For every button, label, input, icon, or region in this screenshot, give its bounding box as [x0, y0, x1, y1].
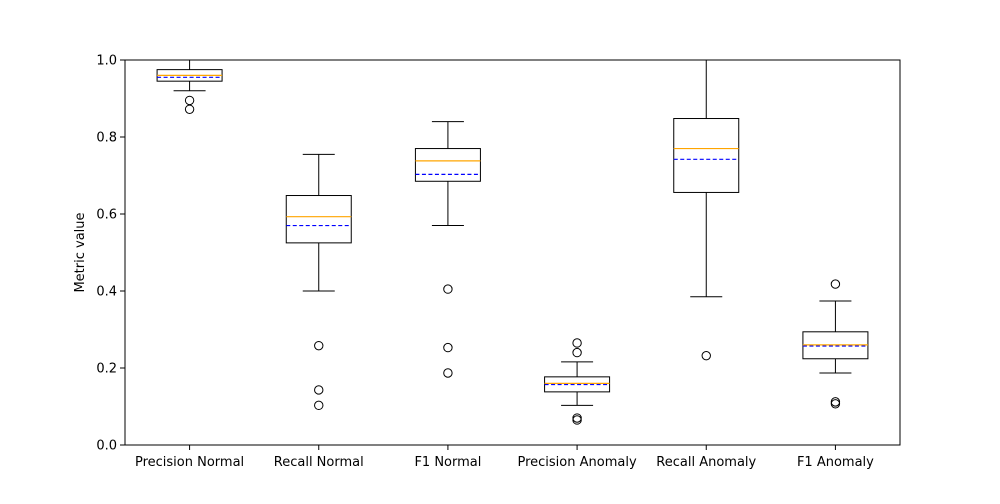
x-tick-label: F1 Normal [414, 455, 481, 470]
outlier-point [572, 338, 582, 348]
x-tick-label: Precision Anomaly [517, 455, 636, 470]
boxes-layer [156, 59, 869, 425]
y-tick-label: 1.0 [96, 54, 117, 69]
outlier-point [314, 340, 324, 351]
box-iqr [414, 148, 481, 182]
x-tick-label: Recall Anomaly [656, 455, 756, 470]
outlier-point [572, 413, 582, 423]
y-tick-label: 0.0 [96, 439, 117, 454]
outlier-point [830, 399, 841, 409]
box-group [414, 121, 481, 378]
plot-frame [124, 59, 901, 446]
y-tick-label: 0.8 [96, 131, 117, 146]
y-tick-label: 0.2 [96, 362, 117, 377]
box-group [673, 59, 740, 361]
outlier-point [830, 397, 841, 407]
y-axis-label: Metric value [73, 212, 88, 292]
y-tick-label: 0.6 [96, 208, 117, 223]
box-group [156, 59, 223, 114]
box-iqr [285, 195, 352, 244]
box-group [544, 338, 611, 425]
y-tick-label: 0.4 [96, 285, 117, 300]
box-group [802, 279, 869, 409]
outlier-point [443, 342, 453, 353]
outlier-point [314, 385, 324, 395]
outlier-point [443, 368, 453, 378]
outlier-point [572, 415, 582, 425]
x-tick-label: F1 Anomaly [797, 455, 874, 470]
box-iqr [673, 118, 740, 193]
outlier-point [572, 347, 582, 358]
outlier-point [184, 104, 195, 114]
outlier-point [701, 350, 711, 361]
outlier-point [830, 279, 841, 289]
box-group [285, 153, 352, 411]
x-tick-label: Recall Normal [274, 455, 364, 470]
x-tick-label: Precision Normal [135, 455, 244, 470]
y-axis: 0.0 0.2 0.4 0.6 0.8 1.0 [96, 54, 125, 454]
outlier-point [443, 284, 453, 294]
x-axis: Precision Normal Recall Normal F1 Normal Pr… [135, 445, 874, 470]
outlier-point [184, 95, 195, 106]
outlier-point [314, 400, 324, 411]
